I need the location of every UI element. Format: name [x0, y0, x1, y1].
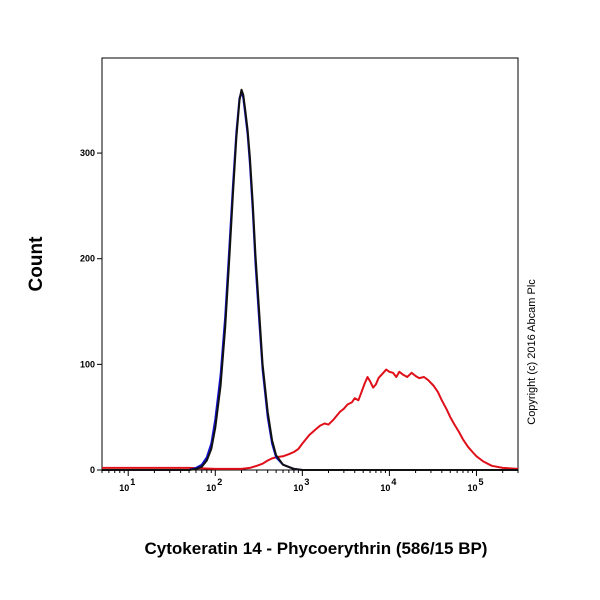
- x-tick-exponent: 3: [304, 477, 309, 487]
- copyright-notice: Copyright (c) 2016 Abcam Plc: [526, 279, 538, 425]
- series-line-1: [102, 368, 519, 470]
- y-axis-ticks: 0 100 200 300: [80, 148, 102, 475]
- x-tick-label: 10: [119, 483, 129, 493]
- x-tick-label: 10: [380, 483, 390, 493]
- series-layer: [102, 88, 519, 471]
- x-tick-exponent: 4: [391, 477, 396, 487]
- y-axis-label: Count: [26, 236, 47, 292]
- x-tick-label: 10: [206, 483, 216, 493]
- series-line-3: [102, 88, 518, 471]
- x-tick-exponent: 5: [478, 477, 483, 487]
- y-tick-label: 300: [80, 148, 95, 158]
- series-line-2: [102, 90, 518, 471]
- y-tick-label: 0: [90, 465, 95, 475]
- plot-frame: [101, 57, 519, 471]
- x-tick-label: 10: [293, 483, 303, 493]
- x-tick-exponent: 2: [217, 477, 222, 487]
- x-tick-exponent: 1: [130, 477, 135, 487]
- y-tick-label: 100: [80, 359, 95, 369]
- x-tick-label: 10: [467, 483, 477, 493]
- x-axis-label: Cytokeratin 14 - Phycoerythrin (586/15 B…: [145, 539, 488, 558]
- y-tick-label: 200: [80, 254, 95, 264]
